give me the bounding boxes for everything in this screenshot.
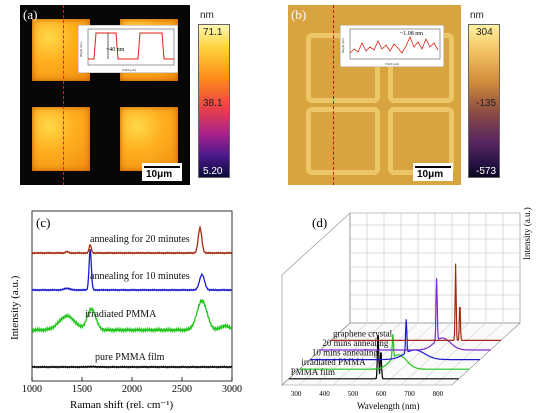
series-line-0	[288, 335, 459, 380]
grid-line	[332, 322, 402, 386]
colorbar-a	[198, 24, 230, 178]
x-tick-label: 700	[404, 390, 415, 398]
side-wall	[281, 212, 351, 386]
series-line-2	[31, 249, 233, 292]
inset-ylabel: Height (nm)	[341, 38, 345, 53]
scalebar: 10μm	[142, 163, 182, 181]
grid-line	[417, 322, 487, 386]
x-axis-label: Raman shift (rel. cm⁻¹)	[70, 399, 174, 411]
grid-line	[315, 322, 385, 386]
pattern-frame	[306, 107, 380, 175]
y-axis-label: Intensity (a.u.)	[522, 207, 532, 260]
panel-d-label: (d)	[312, 215, 327, 230]
series-line-3	[31, 224, 233, 255]
inset-xlabel: Width (μm)	[385, 62, 399, 66]
x-tick-label: 3000	[222, 384, 242, 395]
panel-a-label: (a)	[23, 7, 38, 22]
colorbar-b-unit: nm	[470, 10, 484, 21]
profile-line	[333, 5, 334, 185]
inset-ylabel: Height (nm)	[79, 42, 83, 57]
series-label: 20 mins annealing	[322, 338, 388, 348]
y-axis-label: Intensity (a.u.)	[9, 275, 21, 340]
x-tick-label: 2500	[172, 384, 192, 395]
plot-frame	[31, 210, 233, 382]
panel-c-label: (c)	[36, 215, 50, 230]
colorbar-b-mid: -135	[476, 98, 497, 109]
scalebar: 10μm	[413, 163, 453, 181]
series-label: pure PMMA film	[95, 352, 165, 363]
series-label: irradiated PMMA	[85, 309, 157, 320]
series-line-4	[331, 263, 501, 341]
series-line-1	[299, 333, 470, 370]
x-tick-label: 400	[319, 390, 330, 398]
panel-b-label: (b)	[291, 7, 307, 22]
x-tick-label: 1500	[72, 384, 92, 395]
colorbar-a-mid: 38.1	[203, 98, 223, 109]
series-label: annealing for 10 minutes	[90, 271, 190, 282]
x-tick-label: 800	[433, 390, 444, 398]
raman-chart: (c) Intensity (a.u.) Raman shift (rel. c…	[9, 210, 242, 411]
grid-line	[298, 322, 368, 386]
x-tick-label: 600	[376, 390, 387, 398]
colorbar-b-max: 304	[476, 27, 493, 38]
series-line-3	[320, 278, 491, 351]
x-tick-label: 500	[348, 390, 359, 398]
panel-b: ~1.08 nm Height (nm) Width (μm) (b) 10μm	[288, 5, 461, 185]
scalebar-label: 10μm	[146, 169, 173, 180]
x-axis-label: Wavelength (nm)	[357, 401, 420, 411]
series-line-2	[309, 319, 480, 361]
x-tick-label: 1000	[22, 384, 42, 395]
afm-square	[32, 107, 90, 171]
series-label: PMMA film	[291, 367, 335, 377]
profile-inset: ~40 nm Height (nm) Width (μm)	[78, 25, 178, 73]
colorbar-a-max: 71.1	[203, 27, 223, 38]
colorbar-b	[468, 24, 500, 178]
panel-a: ~40 nm Height (nm) Width (μm) (a) 10μm	[20, 5, 190, 185]
inset-xlabel: Width (μm)	[122, 68, 136, 72]
x-tick-label: 2000	[122, 384, 142, 395]
grid-line	[383, 322, 453, 386]
series-label: annealing for 20 minutes	[90, 234, 190, 245]
inset-annotation: ~40 nm	[106, 47, 125, 53]
scalebar-label: 10μm	[417, 169, 444, 180]
series-label: irradiated PMMA	[301, 357, 366, 367]
colorbar-a-unit: nm	[200, 10, 214, 21]
colorbar-a-min: 5.20	[203, 166, 223, 177]
profile-inset: ~1.08 nm Height (nm) Width (μm)	[340, 25, 444, 67]
grid-line	[366, 322, 436, 386]
inset-annotation: ~1.08 nm	[400, 31, 423, 37]
series-line-0	[31, 365, 233, 369]
series-line-1	[31, 298, 233, 334]
grid-line	[400, 322, 470, 386]
profile-line	[63, 5, 64, 185]
afm-square	[120, 107, 178, 171]
series-label: 10 mins annealing	[312, 348, 378, 358]
grid-line	[434, 322, 504, 386]
colorbar-b-min: -573	[476, 166, 497, 177]
pl-3d-chart: (d) Intensity (a.u.) Wavelength (nm) PMM…	[281, 207, 532, 411]
series-label: graphene crystal	[333, 328, 393, 338]
x-tick-label: 300	[291, 390, 302, 398]
